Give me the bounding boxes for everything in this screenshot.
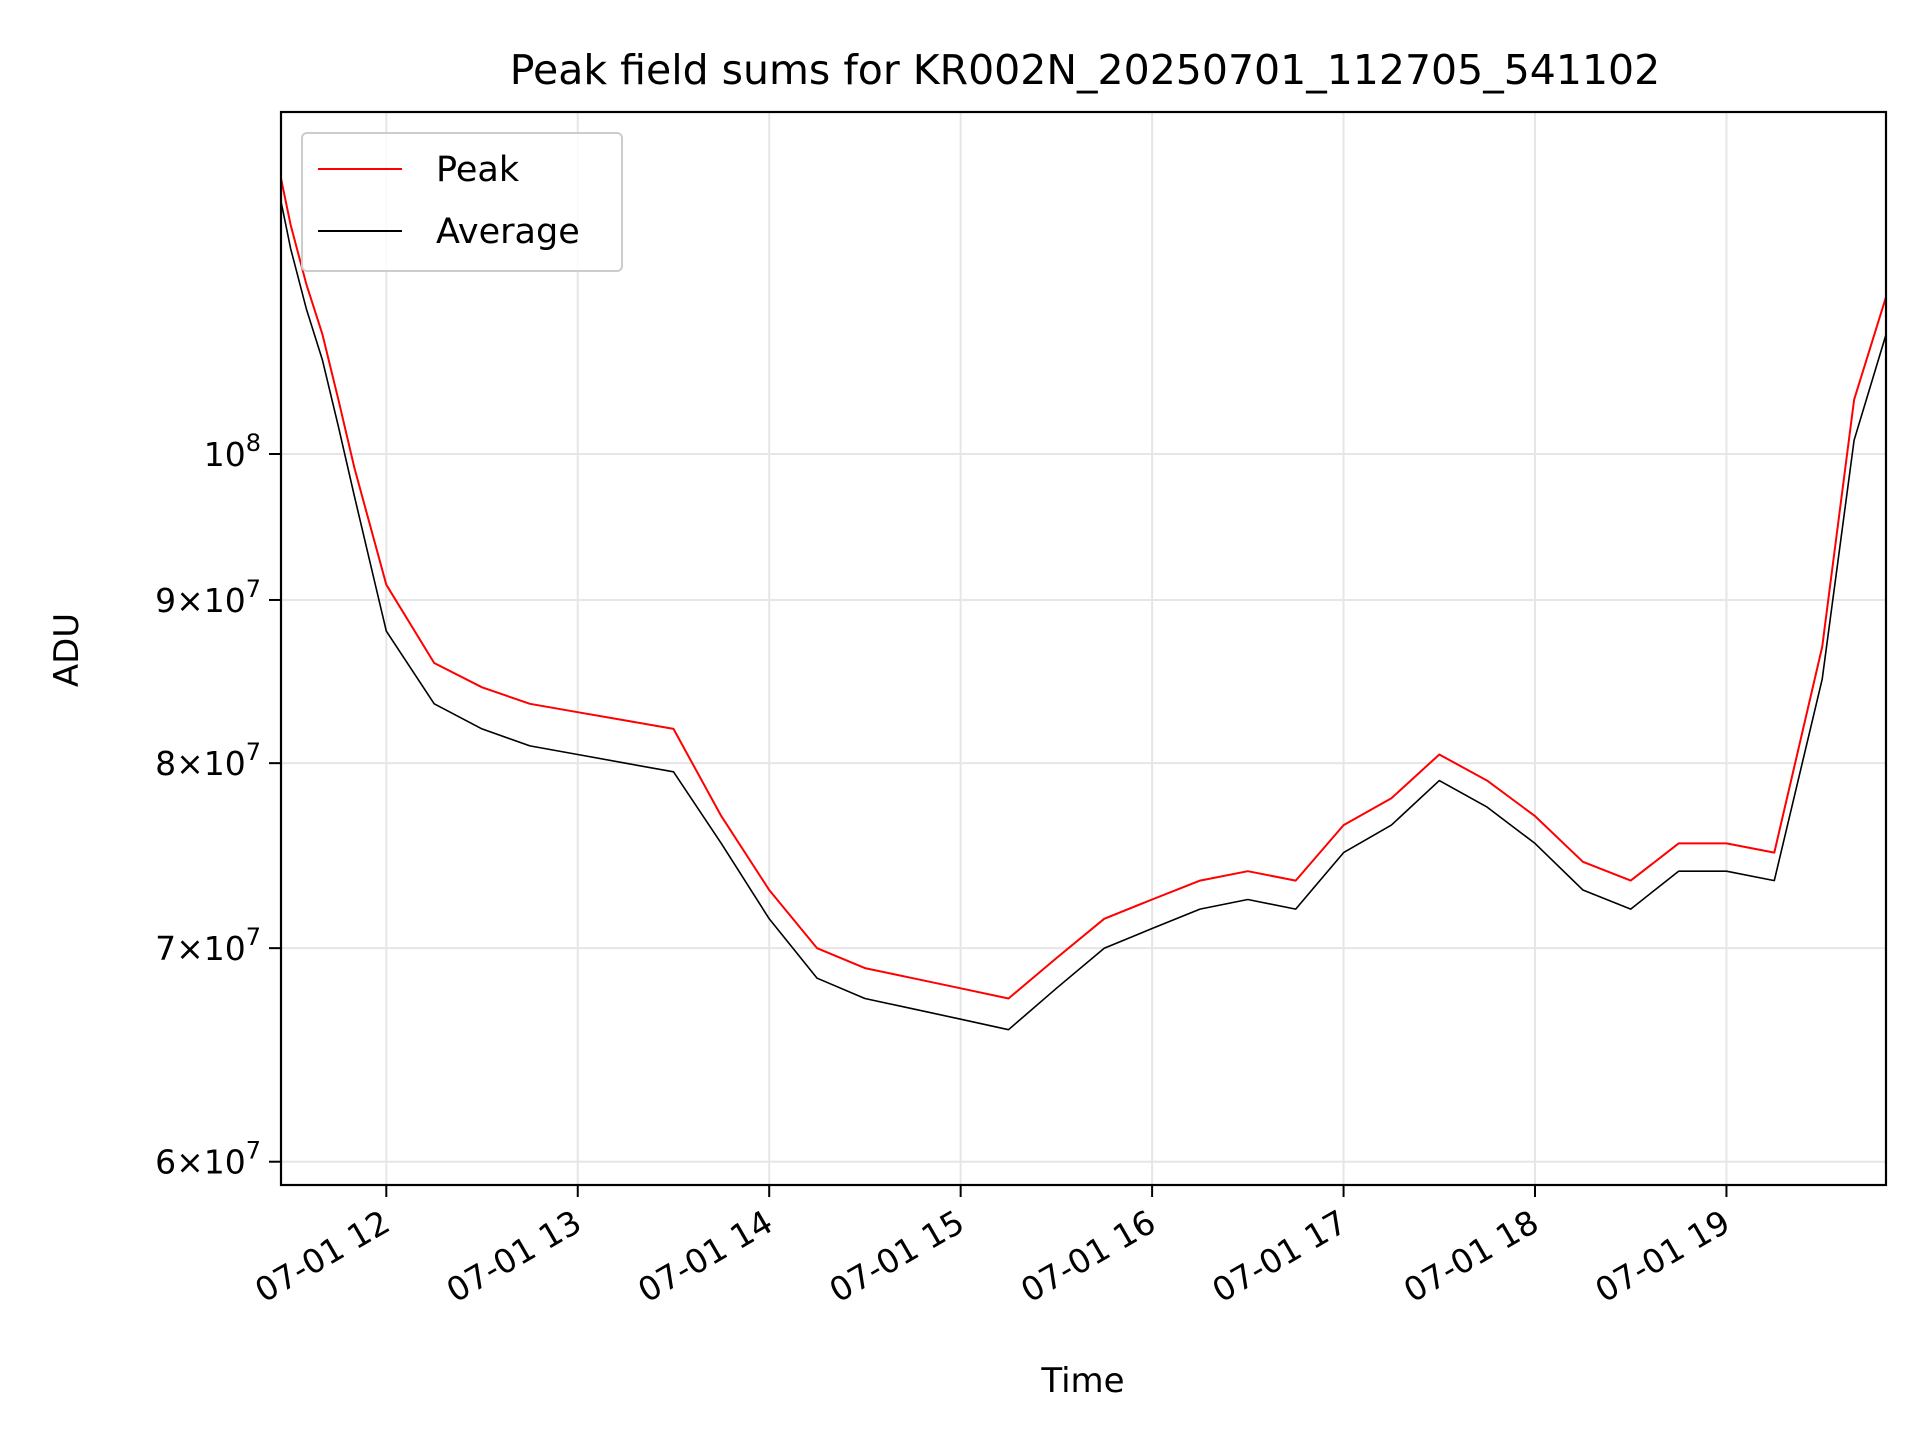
y-tick-label: 108 [204, 429, 261, 474]
y-tick-label: 7×107 [155, 923, 261, 968]
chart-title: Peak field sums for KR002N_20250701_1127… [510, 46, 1660, 94]
plot-frame [279, 110, 1888, 1187]
series-line-peak [281, 178, 1886, 1000]
y-tick-label: 6×107 [155, 1137, 261, 1182]
y-axis-ticks: 6×107 7×107 8×107 9×107 108 [155, 429, 281, 1182]
plot-series [281, 178, 1886, 1031]
y-tick-label: 8×107 [155, 738, 261, 783]
legend-label-peak: Peak [436, 150, 520, 190]
y-axis-label: ADU [47, 613, 87, 687]
x-axis-label: Time [1040, 1361, 1124, 1401]
grid-lines [281, 112, 1886, 1185]
legend-box [301, 132, 623, 272]
legend-label-average: Average [436, 212, 580, 252]
legend: Peak Average [301, 132, 623, 272]
series-line-average [281, 201, 1886, 1031]
y-tick-label: 9×107 [155, 575, 261, 620]
